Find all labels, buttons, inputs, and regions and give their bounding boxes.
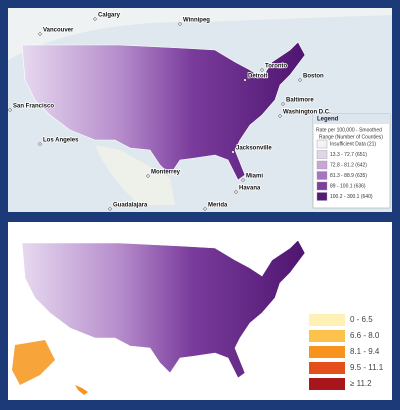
city-marker bbox=[178, 22, 182, 26]
city-marker bbox=[231, 150, 235, 154]
city-marker bbox=[278, 114, 282, 118]
legend-swatch bbox=[316, 171, 328, 180]
legend-label: 6.6 - 8.0 bbox=[350, 331, 380, 340]
legend-swatch bbox=[316, 160, 328, 170]
city-marker bbox=[8, 108, 12, 112]
legend-label: 100.2 - 300.1 (640) bbox=[330, 194, 373, 200]
city-label: Baltimore bbox=[286, 98, 314, 104]
city-label: Vancouver bbox=[43, 28, 74, 34]
city-label: Winnipeg bbox=[183, 18, 210, 24]
city-label: Guadalajara bbox=[113, 203, 148, 209]
legend-range-label: Range (Number of Counties) bbox=[319, 134, 383, 140]
city-marker bbox=[260, 68, 264, 72]
legend-label: 9.5 - 11.1 bbox=[350, 363, 384, 372]
legend-swatch bbox=[309, 330, 345, 342]
city-marker bbox=[93, 17, 97, 21]
city-marker bbox=[241, 178, 245, 182]
legend-label: 13.3 - 72.7 (651) bbox=[330, 152, 367, 158]
city-label: Monterrey bbox=[151, 170, 181, 176]
legend-label: 89 - 100.1 (636) bbox=[330, 183, 366, 189]
legend-label: 72.8 - 81.2 (642) bbox=[330, 162, 367, 168]
city-marker bbox=[108, 207, 112, 211]
city-marker bbox=[203, 207, 207, 211]
city-marker bbox=[298, 78, 302, 82]
legend-label: 0 - 6.5 bbox=[350, 315, 373, 324]
city-label: Detroit bbox=[248, 74, 267, 80]
legend-label: ≥ 11.2 bbox=[350, 379, 372, 388]
city-label: Merida bbox=[208, 203, 228, 209]
hawaii bbox=[75, 385, 88, 395]
mexico-land bbox=[95, 145, 175, 205]
top-legend-header bbox=[313, 114, 390, 124]
legend-swatch bbox=[316, 181, 328, 191]
legend-label: 81.3 - 88.9 (635) bbox=[330, 173, 367, 179]
legend-swatch bbox=[309, 346, 345, 358]
city-label: Toronto bbox=[265, 64, 288, 70]
legend-swatch bbox=[316, 139, 328, 149]
legend-swatch bbox=[316, 150, 328, 159]
city-marker bbox=[234, 190, 238, 194]
canada-land bbox=[8, 8, 392, 60]
city-label: Calgary bbox=[98, 13, 121, 19]
city-marker bbox=[243, 78, 247, 82]
city-label: Havana bbox=[239, 186, 261, 192]
city-label: Jacksonville bbox=[236, 146, 272, 152]
legend-label: 8.1 - 9.4 bbox=[350, 347, 380, 356]
legend-title: Legend bbox=[317, 117, 339, 123]
city-marker bbox=[281, 102, 285, 106]
legend-swatch bbox=[309, 314, 345, 326]
city-label: Los Angeles bbox=[43, 138, 79, 144]
city-marker bbox=[38, 32, 42, 36]
legend-swatch bbox=[309, 362, 345, 374]
alaska bbox=[12, 340, 55, 385]
city-label: Boston bbox=[303, 74, 324, 80]
us-map bbox=[21, 41, 306, 181]
legend-label: Insufficient Data (21) bbox=[330, 141, 376, 147]
city-marker bbox=[38, 142, 42, 146]
legend-subtitle: Rate per 100,000 - Smoothed bbox=[316, 127, 382, 133]
legend-swatch bbox=[316, 192, 328, 201]
city-label: San Francisco bbox=[13, 104, 54, 110]
city-label: Miami bbox=[246, 174, 263, 180]
legend-swatch bbox=[309, 378, 345, 390]
city-marker bbox=[146, 174, 150, 178]
city-label: Washington D.C. bbox=[283, 110, 331, 116]
